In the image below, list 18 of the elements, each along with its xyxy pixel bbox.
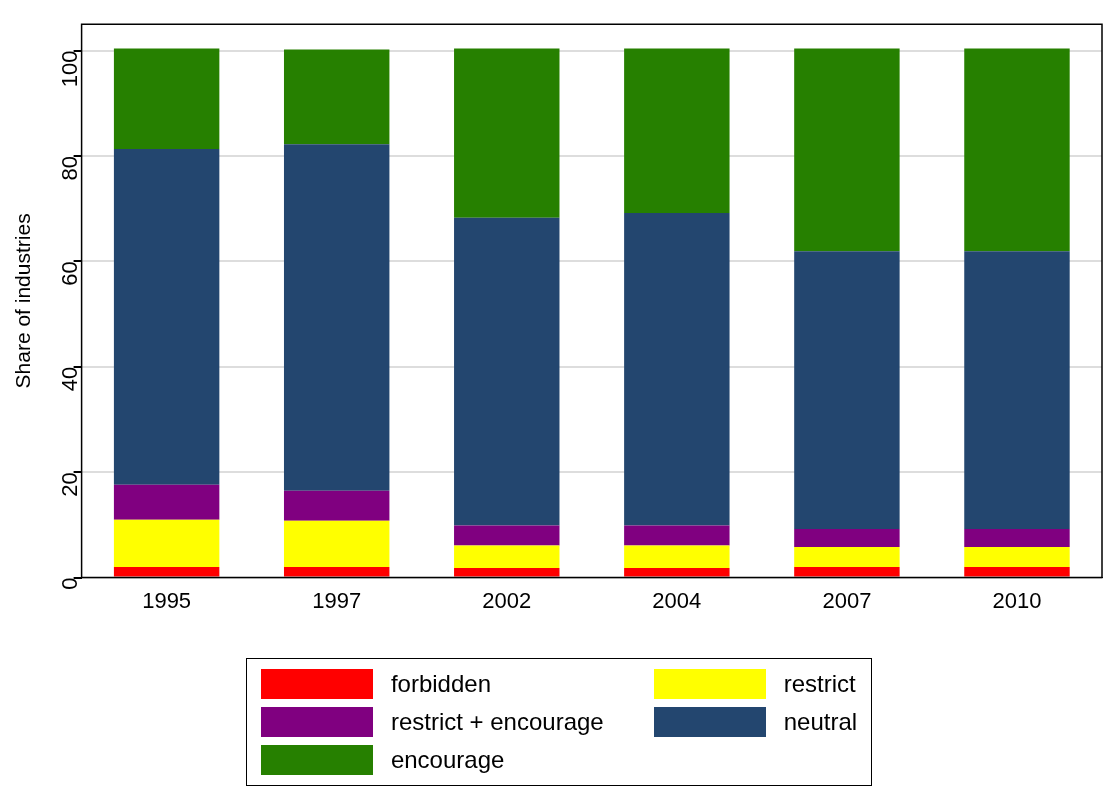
x-tick-label: 1997 (312, 587, 362, 613)
y-tick-label: 0 (56, 577, 82, 590)
legend-label: restrict + encourage (390, 708, 604, 736)
x-tick-label: 2007 (822, 587, 872, 613)
y-tick-label: 20 (56, 472, 82, 497)
x-tick-label: 1995 (142, 587, 192, 613)
y-tick-label: 100 (56, 50, 82, 88)
legend-label: encourage (390, 746, 505, 774)
y-tick-label: 40 (56, 366, 82, 392)
y-tick-label: 80 (56, 155, 82, 181)
legend-label: neutral (783, 708, 858, 736)
x-tick-label: 2004 (652, 587, 702, 613)
legend-label: restrict (783, 670, 856, 698)
y-tick-label: 60 (56, 261, 82, 286)
y-axis-title: Share of industries (11, 213, 35, 389)
x-tick-label: 2010 (992, 587, 1042, 613)
legend-label: forbidden (390, 670, 491, 698)
x-tick-label: 2002 (482, 587, 532, 613)
